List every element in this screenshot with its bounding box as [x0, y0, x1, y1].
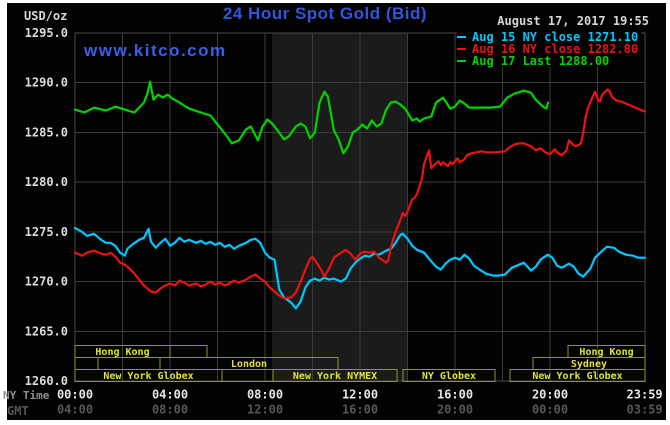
- legend-swatch-aug15: [457, 36, 466, 38]
- x-tick-label-ny: 08:00: [247, 388, 283, 402]
- nymex-session-band: [272, 33, 408, 381]
- y-tick-label: 1265.0: [25, 324, 68, 338]
- session-label: Hong Kong: [579, 347, 633, 358]
- series-line-aug15: [73, 226, 647, 310]
- x-tick-label-gmt: 03:59: [627, 403, 663, 417]
- session-box: [509, 369, 646, 382]
- kitco-watermark-link[interactable]: www.kitco.com: [84, 41, 227, 60]
- y-tick-label: 1295.0: [25, 26, 68, 40]
- session-label: New York Globex: [532, 371, 622, 382]
- y-axis-unit-label: USD/oz: [24, 9, 68, 23]
- legend-item-aug16: Aug 16 NY close 1282.80: [457, 42, 642, 56]
- y-tick-label: 1260.0: [25, 374, 68, 388]
- session-box: [169, 345, 208, 358]
- x-tick-label-ny: 00:00: [57, 388, 93, 402]
- legend-label-aug15: Aug 15 NY close 1271.10: [472, 30, 639, 44]
- session-box: [272, 369, 398, 382]
- y-tick-label: 1270.0: [25, 275, 68, 289]
- x-tick-label-ny: 12:00: [342, 388, 378, 402]
- session-label: London: [231, 359, 267, 370]
- y-tick-label: 1290.0: [25, 76, 68, 90]
- session-label: NY Globex: [422, 371, 476, 382]
- chart-datetime: August 17, 2017 19:55: [497, 14, 649, 28]
- y-tick-label: 1275.0: [25, 225, 68, 239]
- session-label: New York Globex: [103, 371, 193, 382]
- series-line-aug16: [73, 88, 647, 300]
- x-tick-label-gmt: 16:00: [342, 403, 378, 417]
- legend: Aug 15 NY close 1271.10 Aug 16 NY close …: [457, 30, 642, 68]
- y-tick-label: 1280.0: [25, 175, 68, 189]
- session-box: [402, 369, 496, 382]
- session-label: New York NYMEX: [293, 371, 377, 382]
- x-tick-label-gmt: 12:00: [247, 403, 283, 417]
- x-tick-label-gmt: 20:00: [437, 403, 473, 417]
- x-tick-label-ny: 20:00: [532, 388, 568, 402]
- legend-label-aug17: Aug 17 Last 1288.00: [472, 54, 610, 68]
- x-tick-label-ny: 04:00: [152, 388, 188, 402]
- x-tick-label-ny: 23:59: [627, 388, 663, 402]
- x-tick-label-ny: 16:00: [437, 388, 473, 402]
- session-box: [97, 357, 161, 370]
- ny-time-axis-label: NY Time: [3, 389, 50, 402]
- series-line-aug17: [73, 80, 550, 155]
- x-tick-label-gmt: 04:00: [57, 403, 93, 417]
- chart-title: 24 Hour Spot Gold (Bid): [222, 4, 428, 23]
- gmt-axis-label: GMT: [7, 404, 29, 418]
- x-tick-label-gmt: 00:00: [532, 403, 568, 417]
- legend-swatch-aug16: [457, 48, 466, 50]
- legend-swatch-aug17: [457, 60, 466, 62]
- legend-item-aug15: Aug 15 NY close 1271.10: [457, 30, 642, 44]
- session-label: Hong Kong: [95, 347, 149, 358]
- legend-label-aug16: Aug 16 NY close 1282.80: [472, 42, 639, 56]
- legend-item-aug17: Aug 17 Last 1288.00: [457, 54, 642, 68]
- y-tick-label: 1285.0: [25, 125, 68, 139]
- session-label: Sydney: [571, 359, 607, 370]
- x-tick-label-gmt: 08:00: [152, 403, 188, 417]
- session-box: [74, 357, 99, 370]
